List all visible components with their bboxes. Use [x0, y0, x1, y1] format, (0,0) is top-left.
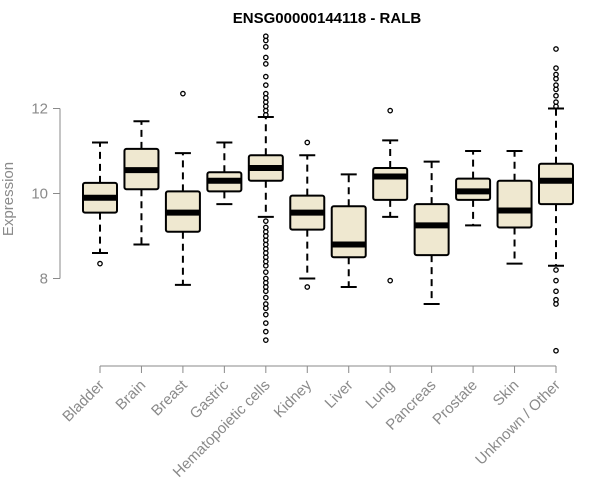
outlier-point — [262, 61, 269, 67]
box-iqr — [538, 162, 574, 206]
outlier-point — [262, 37, 269, 44]
box-group — [372, 107, 409, 284]
outlier-point — [262, 54, 269, 61]
x-tick-label: Liver — [322, 377, 357, 412]
box-group — [82, 141, 118, 267]
box-group — [247, 33, 284, 343]
y-tick-label: 8 — [40, 271, 48, 288]
outlier-point — [262, 262, 269, 269]
box-group — [123, 120, 160, 246]
outlier-point — [553, 301, 559, 307]
outlier-point — [262, 112, 269, 118]
y-tick-label: 12 — [31, 101, 48, 118]
outlier-point — [553, 103, 559, 110]
chart-title: ENSG00000144118 - RALB — [233, 10, 422, 27]
outlier-point — [262, 328, 269, 335]
outlier-point — [553, 46, 559, 52]
y-axis-label: Expression — [0, 162, 17, 236]
outlier-point — [262, 269, 269, 275]
outlier-point — [262, 288, 269, 295]
y-axis: 8 10 12 — [31, 101, 61, 288]
box-iqr — [413, 203, 450, 257]
outlier-point — [553, 92, 559, 99]
outlier-point — [262, 73, 269, 80]
box-group — [538, 46, 574, 354]
box-group — [455, 150, 492, 227]
x-tick-label: Brain — [112, 377, 149, 414]
outlier-point — [387, 107, 394, 114]
box-iqr — [496, 179, 533, 229]
outlier-point — [262, 218, 269, 224]
y-tick-label: 10 — [31, 186, 48, 203]
outlier-point — [553, 75, 559, 82]
box-group — [164, 90, 201, 286]
box-group — [289, 139, 326, 290]
box-iqr — [372, 167, 409, 201]
outlier-point — [262, 305, 269, 312]
x-tick-label: Breast — [148, 376, 191, 419]
outlier-point — [262, 311, 269, 318]
x-tick-label: Lung — [362, 377, 398, 413]
outlier-point — [262, 44, 269, 50]
outlier-point — [553, 267, 559, 273]
box-group — [413, 160, 450, 305]
outlier-point — [262, 320, 269, 326]
outlier-point — [553, 288, 559, 295]
x-tick-label: Prostate — [429, 377, 481, 429]
outlier-point — [262, 82, 269, 88]
x-tick-label: Skin — [490, 377, 523, 410]
outlier-point — [553, 86, 559, 93]
box-group — [330, 173, 367, 288]
outlier-point — [262, 294, 269, 301]
outlier-point — [304, 139, 311, 146]
x-tick-label: Bladder — [59, 377, 108, 426]
outlier-point — [97, 260, 103, 267]
box-group — [496, 150, 533, 265]
outlier-point — [180, 90, 186, 97]
outlier-point — [387, 277, 394, 284]
box-series — [82, 33, 574, 354]
x-tick-label: Kidney — [271, 376, 316, 421]
outlier-point — [304, 284, 311, 290]
outlier-point — [553, 347, 559, 354]
outlier-point — [553, 277, 559, 284]
box-iqr — [330, 205, 367, 259]
outlier-point — [553, 65, 559, 71]
box-group — [206, 141, 243, 206]
outlier-point — [262, 337, 269, 343]
